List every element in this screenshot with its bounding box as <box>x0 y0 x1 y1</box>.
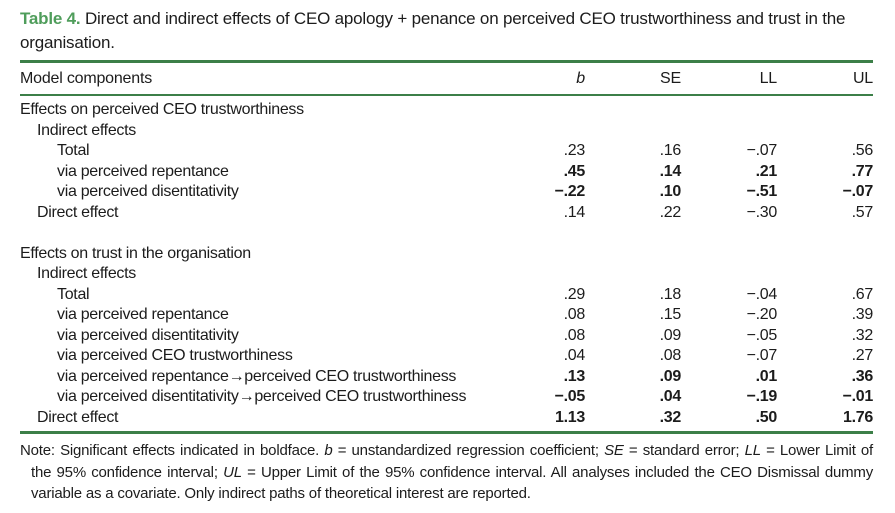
table-row: Direct effect 1.13 .32 .50 1.76 <box>20 408 873 429</box>
table-row: Direct effect .14 .22 −.30 .57 <box>20 203 873 224</box>
row-value: .50 <box>755 408 778 426</box>
row-value: .77 <box>851 162 874 180</box>
row-value: .08 <box>659 347 682 364</box>
row-value: −.04 <box>746 285 778 303</box>
row-value: −.05 <box>554 388 586 405</box>
row-value: .67 <box>851 285 874 303</box>
bottom-rule <box>20 431 873 434</box>
row-value: .57 <box>851 203 874 221</box>
header-rule <box>20 94 873 96</box>
row-value: 1.76 <box>843 408 873 426</box>
row-value: .16 <box>659 142 682 159</box>
table-row: Indirect effects <box>20 264 873 285</box>
row-value: .09 <box>659 367 682 385</box>
row-label: Indirect effects <box>37 121 136 139</box>
row-label: via perceived disentitativity <box>57 183 239 200</box>
table-row: Total .29 .18 −.04 .67 <box>20 285 873 306</box>
row-value: .14 <box>563 203 586 221</box>
table-number-label: Table 4. <box>20 9 81 28</box>
row-value: −.01 <box>842 388 874 405</box>
header-col-ll: LL <box>759 69 778 87</box>
note-term-italic: b <box>324 442 333 459</box>
table-row: via perceived CEO trustworthiness .04 .08 −… <box>20 346 873 367</box>
table-row: Effects on perceived CEO trustworthiness <box>20 100 873 121</box>
row-label: via perceived disentitativity <box>57 326 239 344</box>
top-rule <box>20 60 873 63</box>
row-value: .21 <box>755 162 778 180</box>
row-value: −.30 <box>746 203 778 221</box>
row-value: .29 <box>563 285 586 303</box>
table-row: via perceived repentance→perceived CEO t… <box>20 367 873 388</box>
row-value: 1.13 <box>555 408 585 426</box>
row-value: .10 <box>659 183 682 200</box>
row-value: .45 <box>563 162 586 180</box>
row-value: −.20 <box>746 306 778 323</box>
row-value: .32 <box>851 326 874 344</box>
table-caption: Table 4. Direct and indirect effects of … <box>20 7 873 55</box>
table-row: Total .23 .16 −.07 .56 <box>20 141 873 162</box>
row-value: .13 <box>563 367 586 385</box>
note-segment: = Upper Limit of the 95% confidence inte… <box>31 463 873 503</box>
header-col-se: SE <box>660 69 681 87</box>
row-label: Total <box>57 142 90 159</box>
row-value: .09 <box>659 326 682 344</box>
row-label: Effects on trust in the organisation <box>20 244 251 262</box>
row-value: .39 <box>851 306 874 323</box>
row-label: via perceived repentance <box>57 306 229 323</box>
table-row: via perceived repentance .45 .14 .21 .77 <box>20 162 873 183</box>
row-value: .32 <box>659 408 682 426</box>
note-term-italic: SE <box>604 442 624 459</box>
row-value: .04 <box>563 347 586 364</box>
note-text: Note: Significant effects indicated in b… <box>20 440 873 505</box>
row-label: Total <box>57 285 90 303</box>
note-term-italic: LL <box>744 442 762 459</box>
note-segment: = unstandardized regression coefficient; <box>332 442 605 459</box>
table-body: Effects on perceived CEO trustworthiness… <box>20 96 873 431</box>
row-value: .22 <box>659 203 682 221</box>
row-value: −.07 <box>746 347 778 364</box>
header-model-components: Model components <box>20 69 152 87</box>
table-spacer-row <box>20 223 873 244</box>
row-value: .18 <box>659 285 682 303</box>
row-value: .23 <box>563 142 586 159</box>
row-value: −.51 <box>746 183 778 200</box>
row-value: .36 <box>851 367 874 385</box>
row-value: .08 <box>563 306 586 323</box>
note-segment: = standard error; <box>623 442 745 459</box>
row-value: −.07 <box>842 183 874 200</box>
row-label: Indirect effects <box>37 265 136 282</box>
table-row: Indirect effects <box>20 121 873 142</box>
note-segment: Note: Significant effects indicated in b… <box>20 442 325 459</box>
row-label: via perceived repentance <box>57 162 229 180</box>
row-value: .14 <box>659 162 682 180</box>
header-col-ul: UL <box>852 69 873 87</box>
row-value: .01 <box>755 367 778 385</box>
table-header-row: Model components b SE LL UL <box>20 63 873 94</box>
row-value: .56 <box>851 142 874 159</box>
table-row: via perceived disentitativity .08 .09 −.05.… <box>20 326 873 347</box>
note-segment: = Lower Limit of the 95% confidence inte… <box>31 442 874 481</box>
row-label: Effects on perceived CEO trustworthiness <box>20 101 304 118</box>
table-row: via perceived disentitativity→perceived … <box>20 387 873 408</box>
header-col-b: b <box>576 69 585 87</box>
row-label: Direct effect <box>37 408 119 426</box>
row-value: −.19 <box>746 388 778 405</box>
row-value: −.07 <box>746 142 778 159</box>
table-caption-text: Direct and indirect effects of CEO apolo… <box>20 9 846 52</box>
row-label: Direct effect <box>37 203 119 221</box>
row-value: .27 <box>851 347 874 364</box>
row-value: −.22 <box>554 183 586 200</box>
note-term-italic: UL <box>223 463 242 481</box>
row-value: .15 <box>659 306 682 323</box>
table-row: Effects on trust in the organisation <box>20 244 873 265</box>
table-row: via perceived disentitativity −.22 .10 −.51… <box>20 182 873 203</box>
row-value: .04 <box>659 388 682 405</box>
row-label: via perceived disentitativity→perceived … <box>57 388 467 405</box>
row-value: .08 <box>563 326 586 344</box>
row-label: via perceived CEO trustworthiness <box>57 347 293 364</box>
table-row: via perceived repentance .08 .15 −.20 .39 <box>20 305 873 326</box>
row-value: −.05 <box>746 326 778 344</box>
row-label: via perceived repentance→perceived CEO t… <box>57 367 457 385</box>
